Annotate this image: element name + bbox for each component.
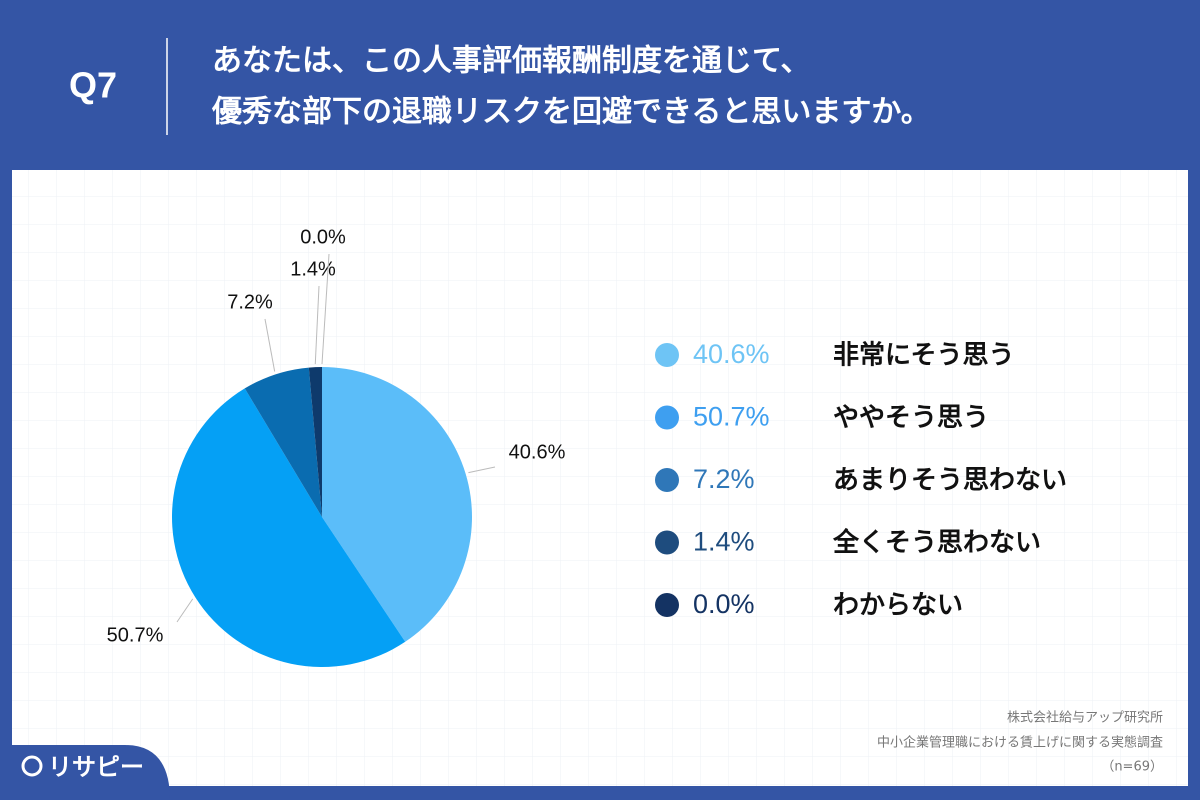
- legend-value: 0.0%: [693, 589, 755, 619]
- legend-marker: [655, 468, 679, 492]
- data-label: 50.7%: [107, 624, 164, 646]
- sample-size: （n=69）: [1101, 760, 1163, 775]
- legend-label: 非常にそう思う: [833, 341, 1014, 371]
- logo-tab: [0, 745, 170, 800]
- leader-line: [314, 285, 320, 365]
- data-label: 40.6%: [509, 441, 566, 463]
- legend-label: わからない: [833, 591, 963, 621]
- pie-slice: [244, 367, 322, 517]
- pie-slice: [308, 367, 322, 517]
- legend-marker: [655, 343, 679, 367]
- source: 株式会社給与アップ研究所: [1007, 710, 1163, 726]
- data-label: 1.4%: [290, 258, 336, 280]
- legend-value: 1.4%: [693, 527, 755, 557]
- pie-slice: [172, 388, 406, 667]
- legend-label: あまりそう思わない: [833, 466, 1067, 496]
- legend-value: 7.2%: [693, 464, 755, 494]
- legend-marker: [655, 405, 679, 430]
- logo: リサピー: [48, 753, 144, 781]
- leader-line: [321, 253, 330, 365]
- legend-value: 40.6%: [693, 339, 770, 369]
- leader-line: [468, 466, 496, 474]
- legend-marker: [655, 530, 679, 555]
- legend-label: ややそう思う: [833, 403, 989, 433]
- pie-slice: [322, 367, 473, 642]
- question-label: Q7: [69, 65, 117, 106]
- leader-line: [176, 598, 194, 623]
- data-label: 0.0%: [300, 226, 346, 248]
- source: 中小企業管理職における賃上げに関する実態調査: [877, 735, 1163, 751]
- title-line: 優秀な部下の退職リスクを回避できると思いますか。: [211, 95, 931, 130]
- leader-line: [264, 318, 276, 372]
- legend-marker: [655, 593, 679, 617]
- logo-icon: [21, 755, 43, 777]
- legend-value: 50.7%: [693, 402, 770, 432]
- data-label: 7.2%: [227, 291, 273, 313]
- legend-label: 全くそう思わない: [832, 527, 1041, 558]
- title-line: あなたは、この人事評価報酬制度を通じて、: [212, 44, 811, 79]
